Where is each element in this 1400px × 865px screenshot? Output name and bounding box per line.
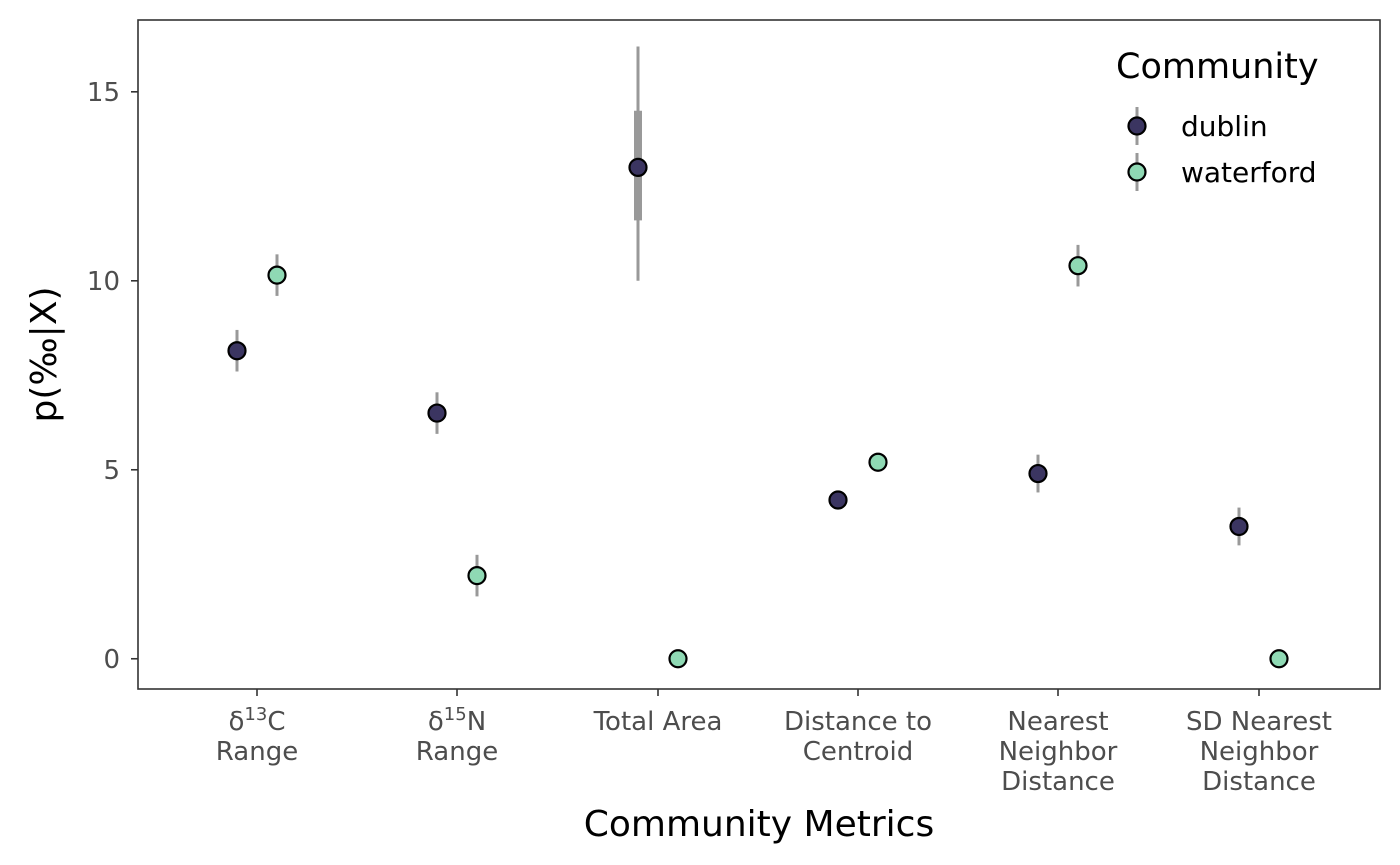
panel-border [137,19,1381,690]
plot-panel [137,19,1381,690]
point-waterford [868,452,888,472]
y-tick-label: 0 [103,645,120,675]
point-waterford [467,566,487,586]
point-dublin [227,341,247,361]
y-tick-label: 15 [87,78,120,108]
x-tick-label: Total Area [593,707,723,737]
legend: Community dublin waterford [1116,47,1319,191]
y-tick-label: 10 [87,267,120,297]
point-waterford [1269,649,1289,669]
x-tick-label: δ13C Range [216,704,298,768]
x-tick-label: Distance to Centroid [784,707,932,767]
point-waterford [1068,256,1088,276]
x-tick-label: δ15N Range [416,704,498,768]
point-waterford [267,265,287,285]
legend-title: Community [1116,47,1319,87]
y-axis: 0 5 10 15 [87,78,138,675]
legend-key-waterford [1127,162,1147,182]
point-dublin [1028,463,1048,484]
x-axis-title: Community Metrics [584,804,934,845]
x-tick-label: SD Nearest Neighbor Distance [1186,707,1332,797]
point-dublin [628,157,648,178]
x-axis: δ13C Range δ15N Range Total Area Distance to C… [216,689,1332,797]
point-dublin [1229,516,1249,537]
data-marks [227,46,1289,669]
point-dublin [828,490,848,510]
legend-key-dublin [1127,116,1147,136]
x-tick-label: Nearest Neighbor Distance [999,707,1118,797]
legend-label-dublin: dublin [1181,110,1268,143]
y-axis-title: p(‰|X) [24,286,65,422]
point-dublin [427,403,447,423]
legend-label-waterford: waterford [1181,156,1317,189]
point-waterford [668,649,688,669]
y-tick-label: 5 [103,456,120,486]
